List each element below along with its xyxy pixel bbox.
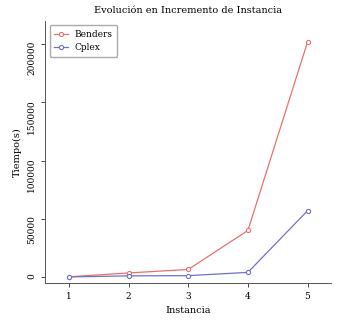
Benders (126, 271, 130, 275)
Y-axis label: Tiempo(s): Tiempo(s) (12, 127, 22, 177)
Title: Evolución en Incremento de Instancia: Evolución en Incremento de Instancia (94, 5, 282, 14)
Benders (246, 229, 250, 232)
Cplex (186, 274, 190, 278)
Cplex (67, 275, 71, 279)
Line: Benders: Benders (67, 40, 310, 279)
Benders (306, 40, 310, 44)
Cplex (306, 209, 310, 213)
X-axis label: Instancia: Instancia (165, 307, 211, 316)
Benders (186, 267, 190, 271)
Legend: Benders, Cplex: Benders, Cplex (50, 25, 117, 57)
Cplex (126, 274, 130, 278)
Benders (67, 275, 71, 279)
Cplex (246, 271, 250, 274)
Line: Cplex: Cplex (67, 209, 310, 279)
